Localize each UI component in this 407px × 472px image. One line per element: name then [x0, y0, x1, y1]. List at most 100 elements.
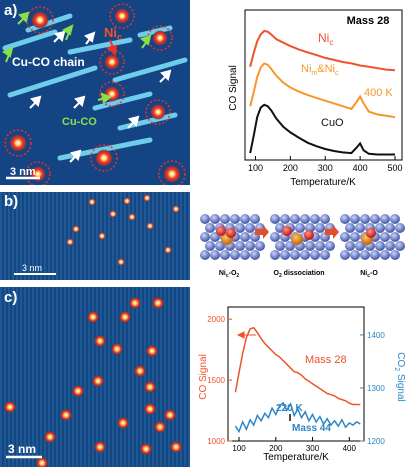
cu-co-label: Cu-CO: [62, 116, 97, 128]
substrate-atom: [220, 214, 230, 224]
oxygen-atom: [216, 226, 226, 236]
substrate-atom: [345, 223, 355, 233]
chart-c-xlabel: Temperature/K: [263, 452, 329, 463]
substrate-atom: [280, 214, 290, 224]
arrows-schematic: [255, 225, 339, 239]
panel-b-stm-image: 3 nm b): [0, 192, 190, 280]
dashed-circles: [4, 3, 186, 188]
substrate-atom: [345, 241, 355, 251]
substrate-atom: [390, 232, 400, 242]
chart-a-svg: Mass 28 100 200 300 400 500 Temperature/K CO…: [228, 9, 403, 188]
substrate-atom: [355, 223, 365, 233]
substrate-atom: [310, 214, 320, 224]
ni-spot: [144, 403, 156, 415]
oxygen-atom: [366, 228, 376, 238]
substrate-atom: [290, 214, 300, 224]
substrate-atom: [240, 214, 250, 224]
ni-spots-b: [66, 194, 180, 266]
substrate-atom: [340, 250, 350, 260]
ni-spot: [92, 375, 104, 387]
caption-o2-dissociation: O2 dissociation: [273, 270, 324, 279]
green-arrows: [2, 11, 152, 104]
chart-c-xtick-label: 300: [306, 444, 320, 453]
scale-label-a: 3 nm: [10, 166, 36, 178]
substrate-atom: [395, 223, 405, 233]
substrate-atom: [245, 241, 255, 251]
ni-spot: [144, 381, 156, 393]
substrate-atom: [250, 250, 260, 260]
chart-c-xtick-label: 100: [232, 444, 246, 453]
panel-b-label: b): [4, 193, 19, 210]
substrate-atom: [390, 250, 400, 260]
substrate-atom: [240, 250, 250, 260]
ni-spot: [170, 441, 182, 453]
substrate-atom: [270, 214, 280, 224]
chart-c-ylabel: CO Signal: [198, 354, 209, 400]
white-arrows: [29, 30, 172, 163]
substrate-atom: [270, 250, 280, 260]
panel-a-label: a): [4, 2, 18, 19]
substrate-atom: [200, 232, 210, 242]
substrate-atom: [360, 250, 370, 260]
scale-label-c: 3 nm: [8, 442, 36, 456]
ni-spots-c: [4, 297, 182, 469]
substrate-atom: [380, 214, 390, 224]
substrate-atom: [300, 214, 310, 224]
chart-c-ytick-label: 2000: [207, 315, 225, 324]
chart-a-xtick-label: 400: [353, 163, 368, 173]
slab-nic-o: [340, 214, 405, 260]
slab-o2-dissociation: [270, 214, 335, 260]
substrate-atom: [380, 232, 390, 242]
substrate-atom: [380, 250, 390, 260]
ni-spot: [134, 365, 146, 377]
series-line-mass-28: [234, 326, 361, 406]
substrate-atom: [385, 223, 395, 233]
arrow-to-left-axis: [236, 331, 256, 339]
chart-a-title: Mass 28: [347, 15, 390, 27]
ni-spot: [36, 457, 48, 469]
substrate-atom: [355, 241, 365, 251]
substrate-atom: [310, 250, 320, 260]
substrate-atom: [315, 241, 325, 251]
annotation-400k: 400 K: [364, 87, 393, 99]
ni-atom: [291, 233, 303, 245]
caption-nic-o: Nic-O: [360, 270, 378, 279]
chart-c-y2tick-label: 1200: [367, 437, 385, 446]
panel-c-stm-image: 3 nm c): [0, 287, 190, 469]
oxygen-atom: [226, 228, 236, 238]
stm-image-b: 3 nm: [0, 192, 190, 280]
substrate-atom: [375, 223, 385, 233]
chart-c-y2tick-label: 1300: [367, 384, 385, 393]
chart-a-xtick-label: 200: [283, 163, 298, 173]
substrate-atom: [255, 241, 265, 251]
substrate-atom: [240, 232, 250, 242]
chart-c: 100 200 300 400 1000 1500 2000 1200 1300 1400 Tem…: [190, 295, 407, 467]
substrate-atom: [290, 250, 300, 260]
chart-c-y2tick-label: 1400: [367, 331, 385, 340]
ni-spot: [60, 409, 72, 421]
chart-c-y2label: CO2 Signal: [393, 352, 406, 401]
cu-co-chain-label: Cu-CO chain: [12, 55, 85, 69]
ni-spot: [72, 385, 84, 397]
stm-image-c: 3 nm: [0, 287, 190, 469]
substrate-atom: [395, 241, 405, 251]
stm-image-a: Nic Cu-CO chain Cu-CO 3 nm: [0, 0, 190, 188]
chart-a-xtick-label: 300: [318, 163, 333, 173]
substrate-atom: [320, 214, 330, 224]
substrate-atom: [320, 250, 330, 260]
chart-c-xtick-label: 400: [343, 444, 357, 453]
panel-c-label: c): [4, 289, 18, 306]
ni-spot: [117, 417, 129, 429]
oxygen-atom: [282, 226, 292, 236]
substrate-atom: [220, 250, 230, 260]
chart-c-ytick-label: 1000: [207, 437, 225, 446]
substrate-atom: [375, 241, 385, 251]
series-label-mass28: Mass 28: [305, 354, 347, 366]
substrate-atom: [325, 241, 335, 251]
annotation-220k: 220 K: [276, 403, 303, 414]
chart-c-svg: 100 200 300 400 1000 1500 2000 1200 1300 1400 Tem…: [198, 306, 406, 463]
caption-nic-o2: Nic-O2: [219, 270, 240, 279]
panel-b-schematic: Nic-O2 O2 dissociation Nic-O: [195, 205, 407, 280]
substrate-atom: [285, 241, 295, 251]
ni-spot: [152, 297, 164, 309]
